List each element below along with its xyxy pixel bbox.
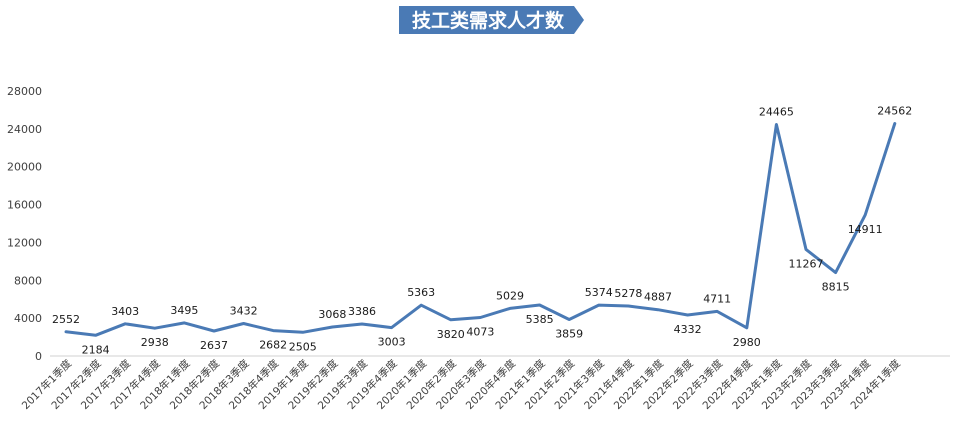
data-label: 2682 [259, 339, 287, 352]
x-tick-label: 2020年2季度 [404, 357, 459, 412]
x-tick-label: 2017年3季度 [78, 357, 133, 412]
x-tick-label: 2021年4季度 [581, 357, 636, 412]
x-tick-label: 2019年3季度 [315, 357, 370, 412]
title-banner [399, 6, 584, 34]
x-tick-label: 2017年4季度 [108, 357, 163, 412]
data-label: 4711 [703, 292, 731, 305]
x-tick-label: 2022年2季度 [641, 357, 696, 412]
data-label: 14911 [848, 223, 883, 236]
data-label: 5029 [496, 289, 524, 302]
x-tick-label: 2020年3季度 [433, 357, 488, 412]
x-tick-label: 2022年1季度 [611, 357, 666, 412]
y-axis-ticks: 0 4000 8000 12000 16000 20000 24000 28000 [7, 85, 42, 363]
data-labels: 2552 2184 3403 2938 3495 2637 3432 2682 2505 3068… [52, 105, 912, 357]
data-label: 4073 [466, 325, 494, 338]
x-tick-label: 2018年1季度 [137, 357, 192, 412]
data-label: 2552 [52, 313, 80, 326]
x-tick-label: 2021年3季度 [552, 357, 607, 412]
y-tick-label: 16000 [7, 199, 42, 212]
data-label: 3820 [437, 328, 465, 341]
data-label: 3432 [230, 305, 258, 318]
data-label: 4887 [644, 291, 672, 304]
x-tick-label: 2017年2季度 [49, 357, 104, 412]
y-tick-label: 8000 [14, 274, 42, 287]
x-tick-label: 2022年3季度 [670, 357, 725, 412]
series-line [64, 122, 897, 337]
x-tick-label: 2021年2季度 [522, 357, 577, 412]
data-label: 2505 [289, 340, 317, 353]
data-label: 5363 [407, 286, 435, 299]
chart-title-text: 技工类需求人才数 [412, 9, 565, 32]
data-label: 3386 [348, 305, 376, 318]
x-axis-ticks: 2017年1季度2017年2季度2017年3季度2017年4季度2018年1季度… [19, 357, 903, 412]
data-label: 2637 [200, 339, 228, 352]
x-tick-label: 2020年4季度 [463, 357, 518, 412]
data-label: 11267 [789, 257, 824, 270]
data-label: 3403 [111, 305, 139, 318]
data-label: 3003 [378, 336, 406, 349]
y-tick-label: 20000 [7, 161, 42, 174]
data-label: 2184 [82, 343, 110, 356]
x-tick-label: 2020年1季度 [374, 357, 429, 412]
x-tick-label: 2018年3季度 [197, 357, 252, 412]
data-label: 3859 [555, 327, 583, 340]
x-tick-label: 2023年2季度 [759, 357, 814, 412]
x-tick-label: 2021年1季度 [493, 357, 548, 412]
data-label: 3495 [170, 304, 198, 317]
data-label: 2980 [733, 336, 761, 349]
x-tick-label: 2019年1季度 [256, 357, 311, 412]
x-tick-label: 2018年4季度 [226, 357, 281, 412]
data-label: 5374 [585, 286, 613, 299]
data-label: 5278 [614, 287, 642, 300]
data-label: 3068 [318, 308, 346, 321]
data-label: 24465 [759, 105, 794, 118]
data-label: 4332 [674, 323, 702, 336]
x-tick-label: 2017年1季度 [19, 357, 74, 412]
y-tick-label: 12000 [7, 236, 42, 249]
y-tick-label: 24000 [7, 123, 42, 136]
y-tick-label: 0 [35, 350, 42, 363]
data-label: 8815 [822, 281, 850, 294]
x-tick-label: 2023年3季度 [789, 357, 844, 412]
data-label: 2938 [141, 336, 169, 349]
y-tick-label: 4000 [14, 312, 42, 325]
x-tick-label: 2023年1季度 [729, 357, 784, 412]
x-tick-label: 2023年4季度 [818, 357, 873, 412]
x-tick-label: 2018年2季度 [167, 357, 222, 412]
x-tick-label: 2022年4季度 [700, 357, 755, 412]
x-tick-label: 2019年4季度 [345, 357, 400, 412]
data-label: 24562 [877, 105, 912, 118]
chart-title: 技工类需求人才数 [399, 6, 584, 34]
x-tick-label: 2019年2季度 [285, 357, 340, 412]
x-tick-label: 2024年1季度 [848, 357, 903, 412]
data-label: 5385 [526, 313, 554, 326]
y-tick-label: 28000 [7, 85, 42, 98]
